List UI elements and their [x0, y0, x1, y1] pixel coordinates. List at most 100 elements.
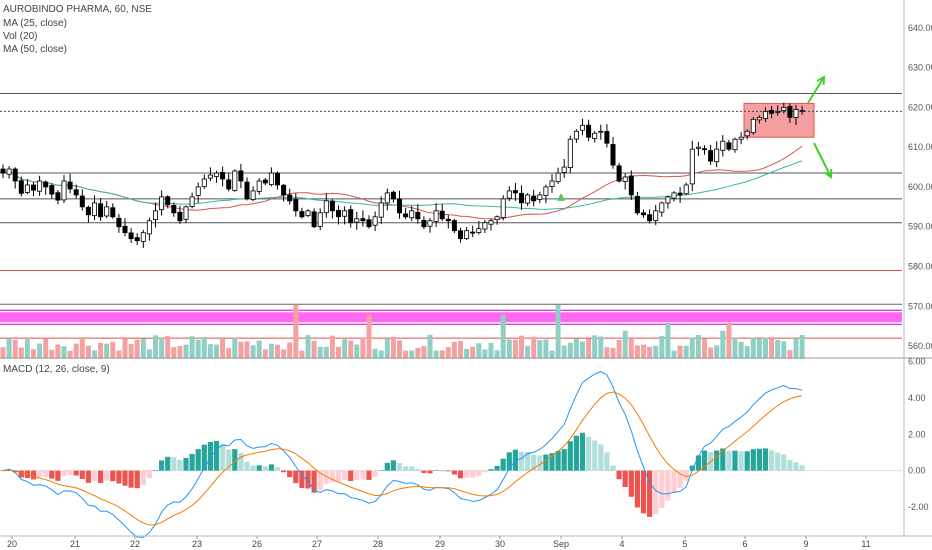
candle-body [525, 194, 531, 204]
candle-body [738, 136, 744, 140]
volume-bar [708, 347, 714, 359]
volume-bar [49, 349, 55, 359]
price-tick-label: 590.00 [908, 222, 932, 232]
candle-body [500, 198, 506, 218]
macd-histogram-bar [439, 470, 445, 472]
price-tick-label: 580.00 [908, 262, 932, 272]
volume-bar [720, 330, 726, 359]
candle-body [793, 108, 799, 118]
volume-bar [775, 339, 781, 359]
volume-bar [220, 338, 226, 359]
volume-bar [140, 338, 146, 359]
volume-bar [0, 347, 6, 359]
volume-bar [18, 347, 24, 359]
macd-histogram-bar [793, 462, 799, 471]
macd-histogram-bar [537, 455, 543, 471]
ma50-line [2, 160, 803, 210]
candle-body [726, 142, 732, 150]
macd-histogram-bar [335, 470, 342, 483]
volume-bar [403, 350, 409, 359]
macd-histogram-bar [451, 470, 457, 475]
time-tick-label: 22 [130, 539, 140, 549]
candle-body [61, 180, 67, 201]
candle-body [689, 148, 695, 185]
volume-bar [360, 337, 366, 359]
volume-bar [159, 338, 165, 359]
candle-body [744, 130, 750, 137]
macd-histogram-bar [152, 469, 159, 471]
candle-body [354, 218, 360, 223]
macd-histogram-bar [18, 470, 24, 478]
candle-body [586, 124, 592, 138]
volume-bar [342, 339, 348, 359]
candle-body [342, 210, 348, 217]
candle-body [732, 138, 738, 151]
volume-bar [659, 336, 665, 359]
volume-bar [634, 345, 640, 359]
volume-bar [702, 338, 707, 359]
candle-body [348, 209, 354, 224]
macd-histogram-bar [555, 450, 561, 471]
macd-histogram-bar [49, 470, 55, 479]
volume-bar [232, 338, 238, 359]
volume-bar [226, 348, 232, 359]
price-tick-label: 610.00 [908, 142, 932, 152]
candle-body [220, 172, 226, 180]
candles-layer [0, 102, 805, 248]
time-tick-label: 26 [252, 539, 262, 549]
candle-body [787, 106, 793, 118]
macd-histogram-bar [0, 470, 6, 472]
macd-histogram-bar [659, 470, 665, 508]
candle-body [427, 220, 433, 227]
macd-title: MACD (12, 26, close, 9) [3, 364, 110, 375]
time-tick-label: 4 [619, 539, 624, 549]
macd-histogram-bar [323, 470, 329, 484]
candle-body [604, 131, 610, 144]
time-tick-label: 9 [803, 539, 808, 549]
macd-histogram-bar [146, 470, 152, 479]
volume-bar [744, 346, 750, 359]
volume-bar [537, 340, 543, 359]
volume-bar [37, 343, 43, 359]
macd-histogram-bar [573, 435, 579, 471]
volume-bar [116, 350, 122, 359]
volume-bar [732, 337, 738, 359]
candle-body [85, 206, 91, 216]
volume-bar [763, 337, 768, 359]
candle-body [622, 176, 628, 182]
macd-histogram-bar [543, 454, 549, 471]
macd-tick-label: 2.00 [908, 429, 926, 439]
candle-body [769, 109, 775, 114]
macd-histogram-bar [366, 470, 372, 480]
candle-body [555, 172, 561, 183]
time-tick-label: 21 [70, 539, 80, 549]
volume-bar [421, 346, 427, 359]
candle-body [274, 172, 280, 186]
candle-body [665, 196, 671, 204]
macd-histogram-bar [592, 440, 598, 471]
volume-bar [177, 345, 183, 359]
macd-histogram-bar [610, 465, 616, 471]
volume-bar [128, 343, 134, 359]
candle-body [67, 181, 73, 190]
volume-bar [586, 338, 592, 359]
macd-histogram-bar [183, 457, 189, 471]
macd-histogram-bar [195, 449, 201, 471]
macd-histogram-bar [55, 470, 61, 481]
macd-histogram-bar [665, 470, 671, 501]
candle-body [12, 168, 18, 182]
volume-bar [195, 339, 201, 359]
candle-body [763, 110, 769, 120]
volume-bar [580, 341, 585, 359]
magenta-band [0, 312, 902, 323]
volume-bar [604, 347, 610, 359]
macd-histogram-bar [274, 467, 281, 471]
volume-bar [653, 345, 659, 359]
candle-body [287, 194, 293, 202]
macd-histogram-bar [744, 451, 750, 471]
volume-bar [689, 337, 695, 359]
candle-body [92, 202, 98, 217]
macd-histogram-bar [750, 449, 756, 471]
macd-histogram-bar [476, 470, 482, 476]
volume-bar [348, 340, 354, 359]
